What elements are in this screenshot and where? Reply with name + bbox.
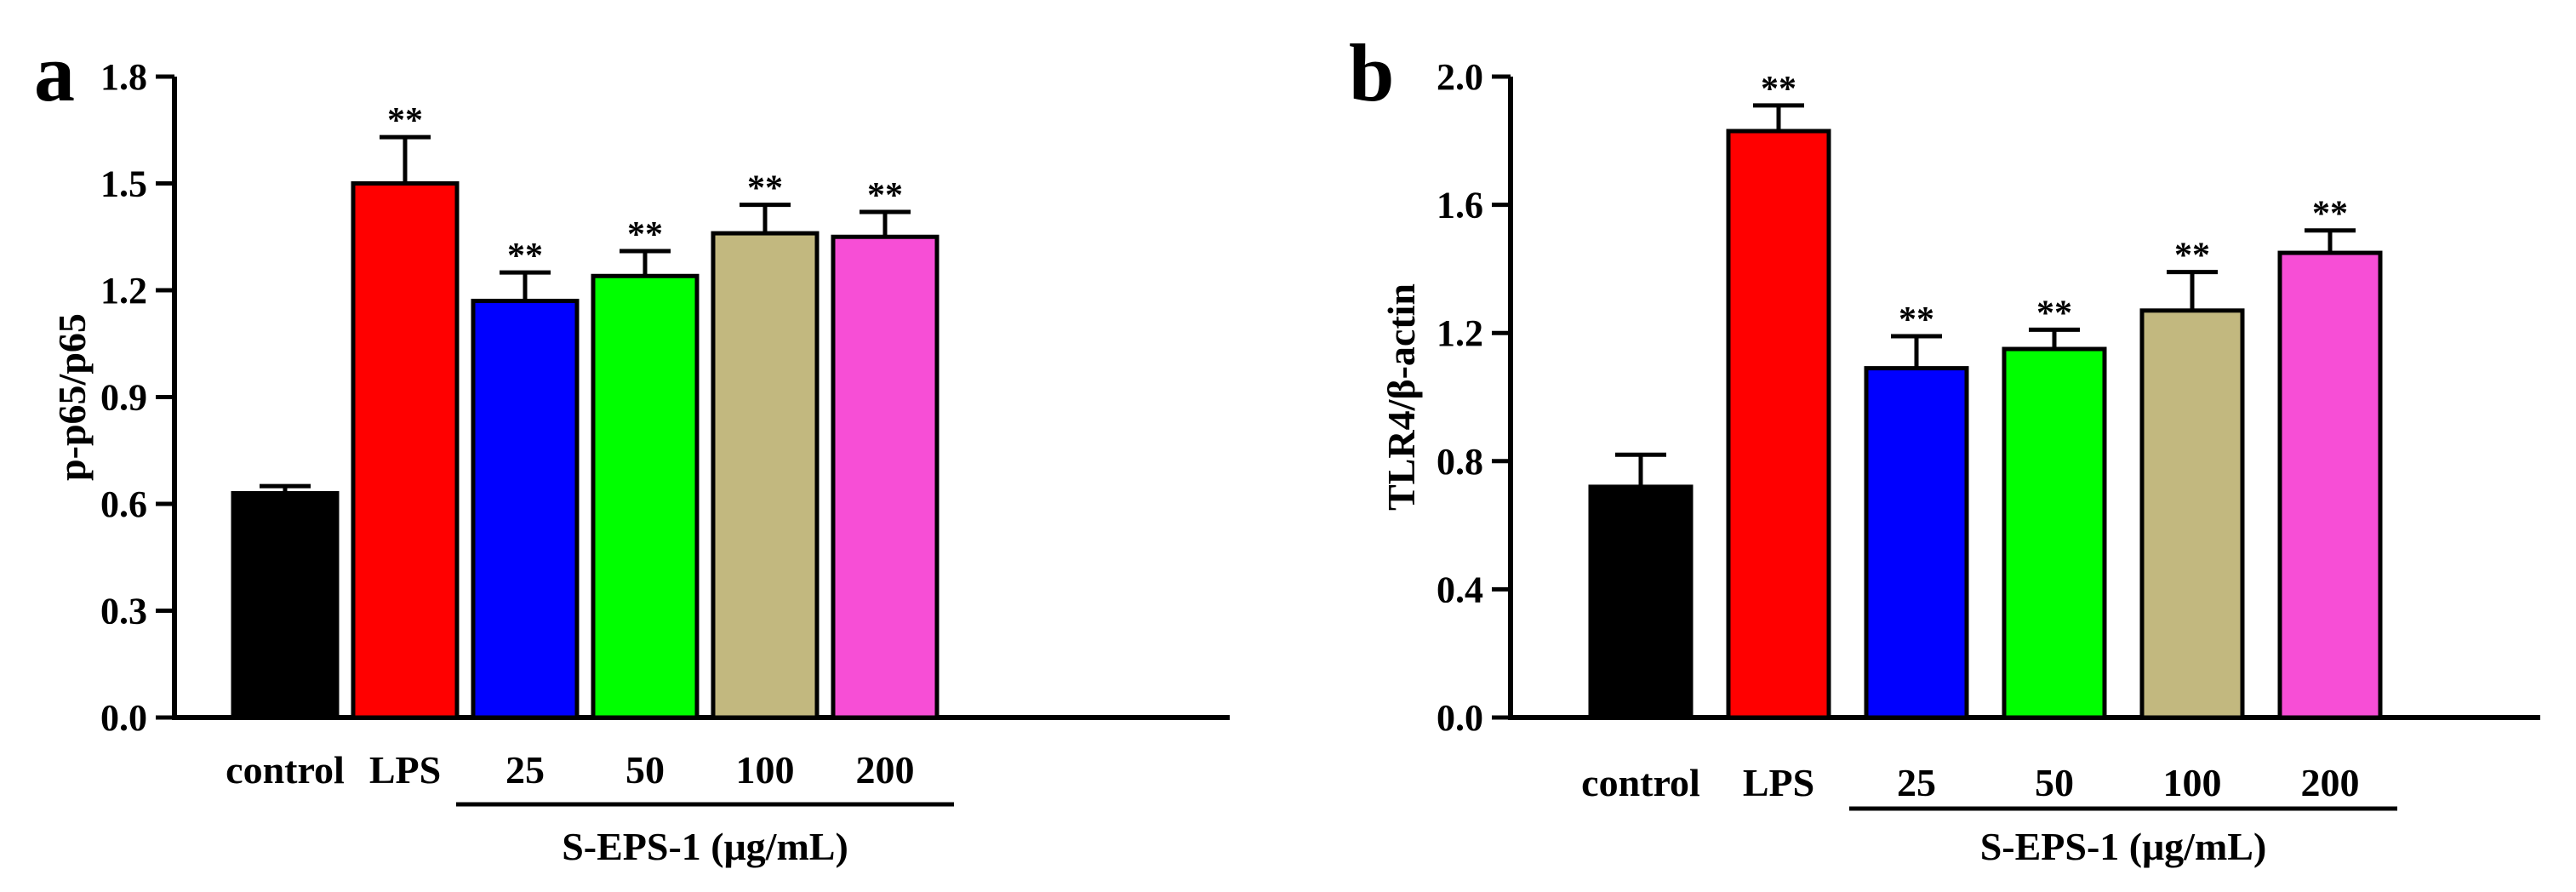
bar-100: [711, 231, 820, 720]
y-tick-label: 1.5: [100, 163, 147, 205]
y-tick-label: 0.3: [100, 591, 147, 632]
y-tick-label: 0.0: [1437, 697, 1483, 739]
x-category-label: 100: [736, 748, 795, 792]
y-axis-label: TLR4/β-actin: [1379, 283, 1423, 511]
x-category-label: 50: [2035, 761, 2074, 804]
x-category-label: 100: [2163, 761, 2222, 804]
significance-marker: **: [507, 237, 543, 276]
significance-marker: **: [2036, 294, 2072, 333]
group-label: S-EPS-1 (μg/mL): [1980, 825, 2267, 868]
significance-marker: **: [747, 169, 783, 209]
x-category-label: 25: [1897, 761, 1936, 804]
x-category-label: LPS: [1743, 761, 1814, 804]
x-category-label: LPS: [369, 748, 441, 792]
x-category-label: 200: [2301, 761, 2360, 804]
y-tick-label: 0.8: [1437, 441, 1483, 483]
bar-50: [2002, 346, 2107, 720]
significance-marker: **: [1761, 70, 1796, 109]
y-tick-label: 1.8: [100, 56, 147, 98]
y-tick-label: 1.2: [1437, 312, 1483, 354]
y-axis-label: p-p65/p65: [50, 313, 94, 481]
x-category-label: control: [1581, 761, 1700, 804]
bar-25: [1864, 366, 1969, 720]
x-category-label: control: [226, 748, 345, 792]
y-tick-label: 0.4: [1437, 569, 1483, 610]
panel-letter: b: [1349, 27, 1394, 118]
group-label: S-EPS-1 (μg/mL): [562, 825, 848, 868]
bar-200: [2277, 250, 2383, 720]
y-tick-label: 1.2: [100, 270, 147, 312]
bar-25: [471, 299, 580, 720]
bar-50: [591, 273, 700, 720]
y-tick-label: 0.9: [100, 377, 147, 419]
bar-LPS: [1726, 129, 1831, 720]
x-category-label: 25: [505, 748, 545, 792]
bar-control: [231, 490, 340, 720]
significance-marker: **: [1899, 300, 1934, 340]
bar-control: [1588, 484, 1694, 720]
panel-letter: a: [34, 27, 75, 118]
significance-marker: **: [627, 215, 663, 254]
y-tick-label: 2.0: [1437, 56, 1483, 98]
x-category-label: 200: [856, 748, 915, 792]
x-category-label: 50: [625, 748, 665, 792]
significance-marker: **: [2174, 237, 2210, 276]
bar-LPS: [351, 181, 460, 720]
y-tick-label: 1.6: [1437, 185, 1483, 226]
significance-marker: **: [387, 101, 423, 140]
y-tick-label: 0.0: [100, 697, 147, 739]
significance-marker: **: [2312, 195, 2348, 234]
bar-200: [831, 234, 940, 720]
y-tick-label: 0.6: [100, 483, 147, 525]
significance-marker: **: [867, 176, 903, 215]
bar-100: [2139, 308, 2245, 720]
